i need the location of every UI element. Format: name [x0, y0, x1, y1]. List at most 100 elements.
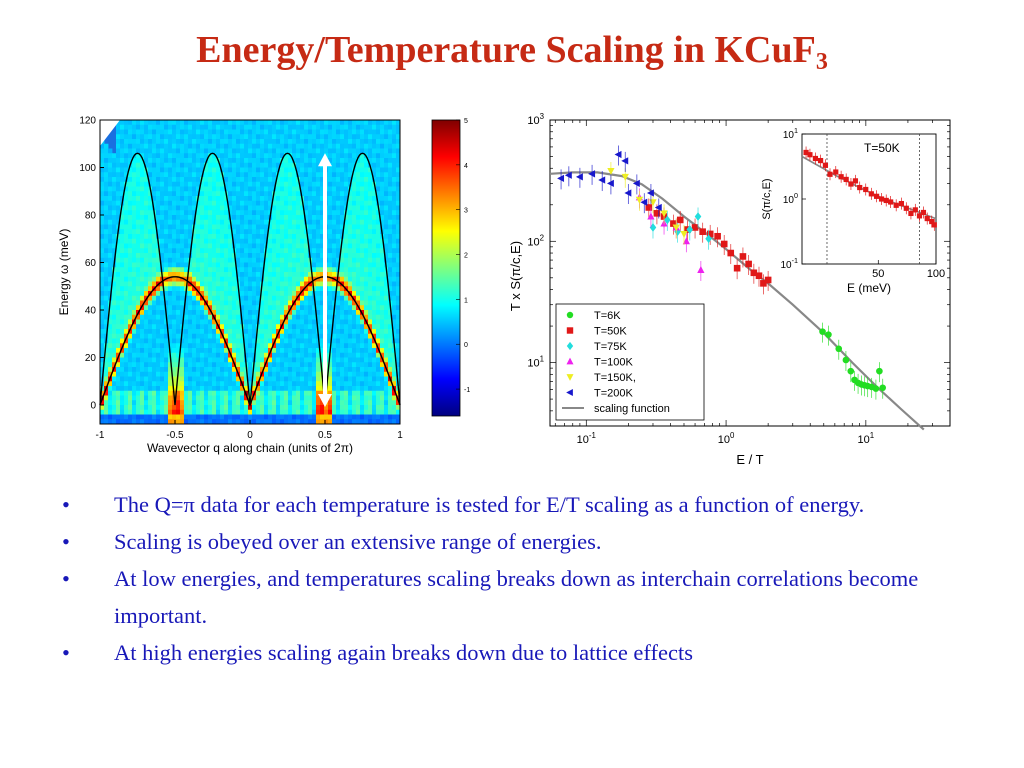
heatmap-cell — [272, 310, 277, 316]
heatmap-cell — [360, 148, 365, 154]
heatmap-cell — [332, 262, 337, 268]
heatmap-cell — [280, 300, 285, 306]
heatmap-cell — [284, 196, 289, 202]
heatmap-cell — [108, 371, 113, 377]
heatmap-cell — [148, 371, 153, 377]
heatmap-cell — [208, 248, 213, 254]
heatmap-cell — [356, 409, 361, 415]
heatmap-cell — [300, 219, 305, 225]
heatmap-cell — [316, 390, 321, 396]
heatmap-cell — [340, 376, 345, 382]
heatmap-cell — [296, 238, 301, 244]
heatmap-cell — [192, 405, 197, 411]
heatmap-cell — [352, 253, 357, 259]
heatmap-cell — [156, 333, 161, 339]
heatmap-cell — [328, 167, 333, 173]
heatmap-cell — [152, 162, 157, 168]
heatmap-cell — [376, 286, 381, 292]
heatmap-cell — [392, 257, 397, 263]
heatmap-cell — [336, 120, 341, 126]
heatmap-cell — [212, 177, 217, 183]
heatmap-cell — [164, 338, 169, 344]
heatmap-cell — [388, 381, 393, 387]
heatmap-cell — [368, 300, 373, 306]
heatmap-cell — [136, 352, 141, 358]
heatmap-cell — [148, 215, 153, 221]
heatmap-cell — [292, 276, 297, 282]
heatmap-cell — [372, 172, 377, 178]
heatmap-cell — [176, 386, 181, 392]
heatmap-cell — [344, 272, 349, 278]
heatmap-cell — [228, 177, 233, 183]
heatmap-cell — [260, 181, 265, 187]
heatmap-cell — [260, 419, 265, 425]
heatmap-cell — [100, 272, 105, 278]
heatmap-cell — [232, 319, 237, 325]
heatmap-cell — [188, 234, 193, 240]
heatmap-cell — [124, 196, 129, 202]
heatmap-cell — [232, 291, 237, 297]
heatmap-cell — [280, 405, 285, 411]
heatmap-cell — [316, 172, 321, 178]
heatmap-cell — [144, 272, 149, 278]
heatmap-cell — [332, 371, 337, 377]
heatmap-cell — [120, 177, 125, 183]
heatmap-cell — [164, 414, 169, 420]
heatmap-cell — [384, 186, 389, 192]
heatmap-cell — [364, 205, 369, 211]
heatmap-cell — [340, 319, 345, 325]
heatmap-cell — [284, 281, 289, 287]
heatmap-cell — [132, 409, 137, 415]
heatmap-cell — [152, 124, 157, 130]
heatmap-cell — [384, 167, 389, 173]
heatmap-cell — [276, 238, 281, 244]
heatmap-cell — [392, 215, 397, 221]
heatmap-cell — [392, 395, 397, 401]
heatmap-cell — [108, 162, 113, 168]
heatmap-cell — [160, 305, 165, 311]
heatmap-cell — [348, 314, 353, 320]
heatmap-cell — [316, 343, 321, 349]
heatmap-cell — [248, 257, 253, 263]
heatmap-cell — [228, 333, 233, 339]
heatmap-cell — [180, 419, 185, 425]
heatmap-cell — [304, 295, 309, 301]
heatmap-cell — [216, 362, 221, 368]
heatmap-cell — [368, 348, 373, 354]
heatmap-cell — [204, 234, 209, 240]
heatmap-cell — [144, 124, 149, 130]
heatmap-cell — [204, 419, 209, 425]
heatmap-cell — [164, 134, 169, 140]
heatmap-cell — [192, 129, 197, 135]
heatmap-cell — [204, 276, 209, 282]
heatmap-cell — [108, 167, 113, 173]
heatmap-cell — [376, 367, 381, 373]
heatmap-cell — [308, 352, 313, 358]
heatmap-cell — [236, 134, 241, 140]
colorbar-tick-label: 4 — [464, 163, 468, 170]
heatmap-cell — [180, 172, 185, 178]
heatmap-cell — [308, 229, 313, 235]
heatmap-cell — [240, 386, 245, 392]
heatmap-cell — [120, 286, 125, 292]
heatmap-cell — [396, 300, 401, 306]
heatmap-cell — [240, 181, 245, 187]
heatmap-cell — [128, 362, 133, 368]
heatmap-cell — [152, 390, 157, 396]
heatmap-cell — [216, 262, 221, 268]
heatmap-cell — [388, 253, 393, 259]
heatmap-cell — [116, 272, 121, 278]
heatmap-cell — [220, 314, 225, 320]
heatmap-cell — [188, 224, 193, 230]
heatmap-cell — [396, 333, 401, 339]
heatmap-cell — [104, 248, 109, 254]
heatmap-cell — [280, 219, 285, 225]
heatmap-cell — [136, 191, 141, 197]
heatmap-cell — [308, 177, 313, 183]
heatmap-cell — [312, 120, 317, 126]
heatmap-cell — [260, 390, 265, 396]
heatmap-cell — [276, 177, 281, 183]
heatmap-cell — [224, 367, 229, 373]
heatmap-cell — [344, 329, 349, 335]
heatmap-cell — [372, 148, 377, 154]
